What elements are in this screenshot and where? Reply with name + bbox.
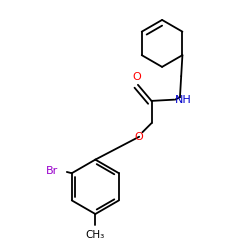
Text: NH: NH [174,95,191,105]
Text: O: O [135,132,143,142]
Text: CH₃: CH₃ [86,230,105,239]
Text: Br: Br [46,166,58,176]
Text: O: O [132,72,141,82]
